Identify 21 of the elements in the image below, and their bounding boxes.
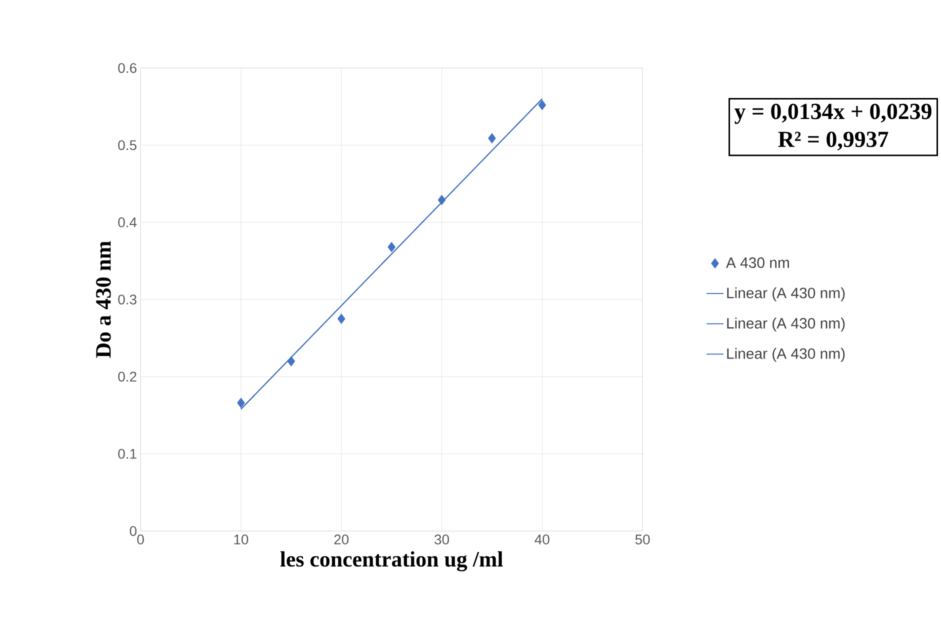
y-tick-label: 0.2 — [118, 372, 136, 382]
y-axis-title: Do a 430 nm — [96, 241, 111, 358]
y-tick-label: 0.1 — [118, 448, 136, 459]
x-tick-label: 0 — [137, 534, 144, 544]
legend-label: Linear (A 430 nm) — [727, 318, 845, 332]
legend-label: A 430 nm — [726, 257, 789, 268]
y-tick-label: 0.5 — [118, 140, 136, 150]
legend-label: Linear (A 430 nm) — [727, 287, 845, 302]
x-tick-label: 40 — [534, 534, 550, 544]
text: R² = 0,9937 — [778, 132, 888, 150]
x-tick-label: 10 — [234, 534, 248, 544]
x-axis-title: les concentration ug /ml — [280, 551, 503, 572]
y-tick-label: 0 — [130, 526, 137, 536]
y-tick-label: 0.3 — [118, 294, 136, 304]
legend-label: Linear (A 430 nm) — [727, 348, 845, 362]
y-tick-label: 0.6 — [118, 63, 136, 73]
y-tick-label: 0.4 — [118, 217, 137, 228]
text: y = 0,0134x + 0,0239 — [734, 104, 932, 124]
x-tick-label: 50 — [635, 534, 650, 544]
x-tick-label: 30 — [434, 534, 449, 544]
x-tick-label: 20 — [334, 534, 349, 544]
